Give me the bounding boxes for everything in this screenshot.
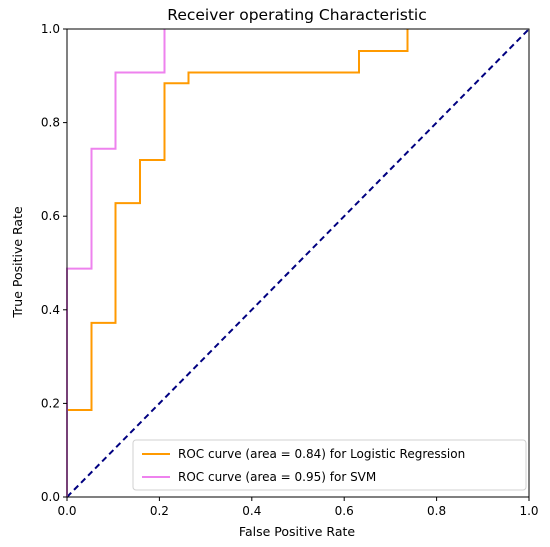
y-tick-label-0-6: 0.6: [41, 209, 60, 223]
x-tick-label-0-2: 0.2: [150, 504, 169, 518]
y-axis-ticks: 0.0 0.2 0.4 0.6 0.8 1.0: [41, 22, 67, 504]
x-tick-label-0-8: 0.8: [427, 504, 446, 518]
legend-label-svm: ROC curve (area = 0.95) for SVM: [178, 470, 376, 484]
chance-diagonal-line: [66, 28, 530, 498]
x-tick-label-0-6: 0.6: [335, 504, 354, 518]
y-tick-label-1-0: 1.0: [41, 22, 60, 36]
legend: ROC curve (area = 0.84) for Logistic Reg…: [132, 439, 527, 491]
y-tick-label-0-8: 0.8: [41, 116, 60, 130]
x-tick-label-1-0: 1.0: [519, 504, 538, 518]
x-axis-label: False Positive Rate: [239, 524, 355, 539]
y-tick-label-0-4: 0.4: [41, 303, 60, 317]
y-axis-label: True Positive Rate: [10, 206, 25, 319]
chart-title: Receiver operating Characteristic: [167, 6, 427, 24]
y-tick-label-0-2: 0.2: [41, 396, 60, 410]
legend-box: [132, 439, 527, 491]
axes-frame: [66, 28, 530, 498]
plot-area: [66, 28, 530, 498]
roc-curve-svm: [66, 29, 166, 497]
x-tick-label-0-4: 0.4: [242, 504, 261, 518]
y-tick-label-0-0: 0.0: [41, 490, 60, 504]
x-tick-label-0-0: 0.0: [57, 504, 76, 518]
legend-label-logistic-regression: ROC curve (area = 0.84) for Logistic Reg…: [178, 447, 465, 461]
roc-curve-logistic-regression: [66, 29, 409, 497]
x-axis-ticks: 0.0 0.2 0.4 0.6 0.8 1.0: [57, 497, 539, 518]
